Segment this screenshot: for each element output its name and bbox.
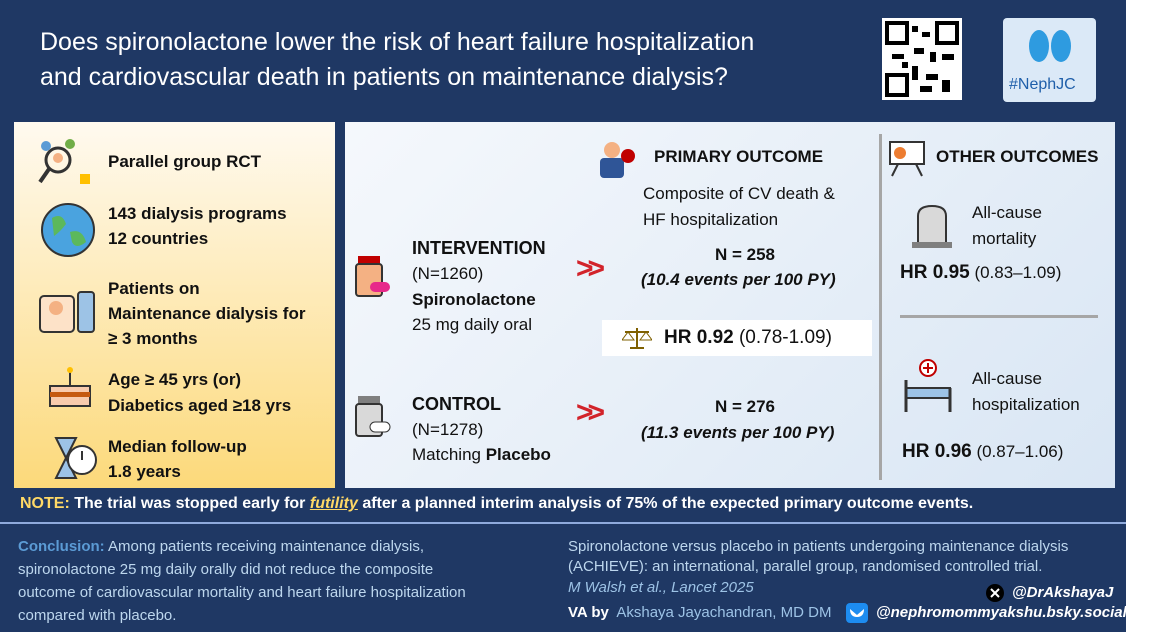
- pill-bottle-icon: [355, 396, 391, 437]
- citation: M Walsh et al., Lancet 2025: [568, 579, 754, 596]
- tombstone-icon: [912, 204, 952, 248]
- divider: [0, 522, 1126, 524]
- event-count: N = 276: [715, 397, 776, 416]
- design-text: Parallel group RCT: [108, 152, 262, 171]
- cake-icon: [49, 367, 91, 407]
- arm-drug: Matching Placebo: [412, 445, 551, 465]
- reference-line: (ACHIEVE): an international, parallel gr…: [568, 558, 1043, 575]
- hr-box: HR 0.92 (0.78-1.09): [602, 320, 872, 356]
- credit: VA by Akshaya Jayachandran, MD DM: [568, 604, 831, 621]
- design-text: 12 countries: [108, 229, 209, 248]
- section-heading: OTHER OUTCOMES: [936, 147, 1099, 166]
- hazard-ratio: HR 0.92: [664, 327, 734, 348]
- design-text: ≥ 3 months: [108, 329, 198, 348]
- dialysis-icon: [39, 291, 95, 333]
- arm-label: INTERVENTION: [412, 238, 546, 258]
- rct-icon: [38, 139, 90, 184]
- qr-code: [882, 18, 962, 100]
- event-rate: (10.4 events per 100 PY): [641, 270, 836, 289]
- conclusion-line: Conclusion: Among patients receiving mai…: [18, 538, 424, 555]
- note: NOTE: The trial was stopped early for fu…: [20, 495, 973, 513]
- design-text: 143 dialysis programs: [108, 204, 287, 223]
- drug-name: Placebo: [485, 445, 551, 464]
- va-label: VA by: [568, 604, 609, 621]
- conclusion-text: Among patients receiving maintenance dia…: [108, 538, 425, 555]
- design-text: Maintenance dialysis for: [108, 304, 306, 323]
- timer-icon: [54, 437, 97, 479]
- arm-n: (N=1278): [412, 420, 484, 439]
- note-emphasis: futility: [309, 495, 358, 512]
- outcome-description: HF hospitalization: [643, 210, 779, 229]
- event-count: N = 258: [715, 245, 776, 264]
- drug-prefix: Matching: [412, 445, 481, 464]
- conclusion-label: Conclusion:: [18, 538, 105, 555]
- note-label: NOTE:: [20, 495, 70, 512]
- title-line: Does spironolactone lower the risk of he…: [40, 28, 755, 56]
- x-icon: [986, 584, 1004, 602]
- arrow: >>: [576, 396, 605, 429]
- outcome-label: mortality: [972, 229, 1037, 248]
- note-text: after a planned interim analysis of 75% …: [362, 495, 974, 512]
- section-heading: PRIMARY OUTCOME: [654, 147, 824, 166]
- divider: [879, 134, 882, 480]
- conclusion-line: compared with placebo.: [18, 607, 177, 624]
- doctor-icon: [600, 142, 635, 178]
- results-panel: [345, 122, 1115, 488]
- bluesky-icon: [846, 603, 868, 623]
- author: Akshaya Jayachandran, MD DM: [616, 604, 832, 621]
- arm-label: CONTROL: [412, 394, 501, 414]
- hashtag: #NephJC: [1009, 76, 1076, 93]
- bluesky-handle: @nephromommyakshu.bsky.social: [876, 604, 1127, 621]
- hazard-ratio: HR 0.95: [900, 262, 970, 283]
- arm-drug: Spironolactone: [412, 290, 536, 309]
- confidence-interval: (0.83–1.09): [974, 263, 1062, 282]
- scale-icon: [622, 328, 652, 349]
- arrow: >>: [576, 252, 605, 285]
- kidney-icon: [1029, 30, 1071, 62]
- design-text: Diabetics aged ≥18 yrs: [108, 396, 292, 415]
- note-text: The trial was stopped early for: [74, 495, 306, 512]
- design-text: Median follow-up: [108, 437, 247, 456]
- event-rate: (11.3 events per 100 PY): [641, 423, 835, 442]
- logo: #NephJC: [1003, 18, 1096, 102]
- outcome-label: All-cause: [972, 369, 1042, 388]
- divider: [900, 315, 1098, 318]
- conclusion-line: spironolactone 25 mg daily orally did no…: [18, 561, 434, 578]
- globe-icon: [41, 203, 95, 257]
- arm-dose: 25 mg daily oral: [412, 315, 533, 334]
- reference-line: Spironolactone versus placebo in patient…: [568, 538, 1069, 555]
- x-handle: @DrAkshayaJ: [1012, 584, 1114, 601]
- conclusion-line: outcome of cardiovascular mortality and …: [18, 584, 466, 601]
- pill-bottle-icon: [355, 256, 390, 297]
- title-line: and cardiovascular death in patients on …: [40, 63, 728, 91]
- outcome-label: All-cause: [972, 203, 1042, 222]
- outcome-description: Composite of CV death &: [643, 184, 835, 203]
- outcome-label: hospitalization: [972, 395, 1080, 414]
- design-text: 1.8 years: [108, 462, 181, 481]
- arm-n: (N=1260): [412, 264, 484, 283]
- hospital-bed-icon: [904, 359, 952, 412]
- design-text: Patients on: [108, 279, 200, 298]
- confidence-interval: (0.78-1.09): [738, 327, 832, 348]
- design-text: Age ≥ 45 yrs (or): [108, 370, 242, 389]
- hazard-ratio: HR 0.96: [902, 441, 972, 462]
- presentation-icon: [889, 141, 925, 177]
- confidence-interval: (0.87–1.06): [976, 442, 1064, 461]
